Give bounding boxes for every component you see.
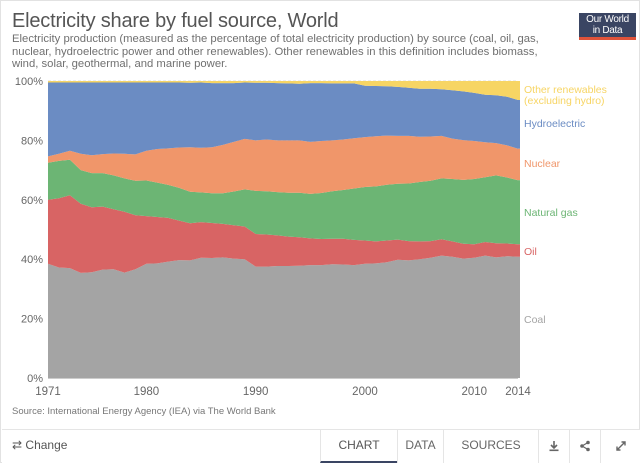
area-other-renewables-excluding-hydro bbox=[48, 81, 518, 100]
area-coal bbox=[48, 255, 518, 378]
legend-label: Oil bbox=[524, 246, 537, 258]
y-tick-label: 80% bbox=[21, 135, 43, 147]
area-hydroelectric bbox=[48, 82, 518, 157]
legend-strip bbox=[518, 100, 520, 149]
source-note[interactable]: Source: International Energy Agency (IEA… bbox=[12, 406, 276, 417]
legend-label: Natural gas bbox=[524, 207, 578, 219]
chart-title: Electricity share by fuel source, World bbox=[12, 10, 339, 32]
legend-label: Hydroelectric bbox=[524, 118, 585, 130]
x-tick-label: 2014 bbox=[505, 386, 531, 398]
tab-chart[interactable]: CHART bbox=[320, 430, 397, 463]
x-tick-label: 1971 bbox=[35, 386, 61, 398]
swap-arrows-icon: ⇄ bbox=[12, 438, 23, 452]
legend-label: Coal bbox=[524, 314, 546, 326]
logo-line-2: in Data bbox=[592, 25, 623, 36]
change-label: Change bbox=[25, 438, 68, 452]
y-tick-label: 60% bbox=[21, 195, 43, 207]
legend-label: Nuclear bbox=[524, 158, 561, 170]
fullscreen-button[interactable] bbox=[600, 430, 640, 463]
legend-strip bbox=[518, 256, 520, 378]
change-entity-button[interactable]: ⇄ Change bbox=[12, 438, 67, 452]
x-tick-label: 2000 bbox=[352, 386, 378, 398]
chart-subtitle: Electricity production (measured as the … bbox=[12, 33, 539, 71]
legend-label: (excluding hydro) bbox=[524, 95, 605, 107]
owid-logo[interactable]: Our World in Data bbox=[579, 13, 636, 40]
x-tick-label: 1990 bbox=[243, 386, 269, 398]
x-tick-label: 2010 bbox=[461, 386, 487, 398]
logo-line-1: Our World bbox=[586, 14, 629, 25]
legend-strip bbox=[518, 180, 520, 245]
chart-footer: ⇄ Change CHART DATA SOURCES bbox=[2, 429, 640, 463]
area-nuclear bbox=[48, 135, 518, 194]
legend-label: Other renewables bbox=[524, 84, 607, 96]
stacked-area-chart: 0% 20% 40% 60% 80% 100% 1971 1980 1990 2000 2010 20… bbox=[15, 76, 607, 398]
download-button[interactable] bbox=[538, 430, 569, 463]
x-tick-label: 1980 bbox=[134, 386, 160, 398]
tab-data[interactable]: DATA bbox=[397, 430, 443, 463]
legend-strip bbox=[518, 244, 520, 257]
legend-strip bbox=[518, 81, 520, 101]
area-oil bbox=[48, 195, 518, 273]
y-tick-label: 0% bbox=[27, 373, 43, 385]
y-tick-label: 40% bbox=[21, 254, 43, 266]
legend-strip bbox=[518, 148, 520, 181]
share-button[interactable] bbox=[569, 430, 600, 463]
y-tick-label: 100% bbox=[15, 76, 43, 88]
share-icon bbox=[580, 440, 590, 452]
expand-icon bbox=[615, 441, 626, 451]
tab-sources[interactable]: SOURCES bbox=[443, 430, 538, 463]
y-tick-label: 20% bbox=[21, 314, 43, 326]
download-icon bbox=[549, 440, 559, 451]
area-natural-gas bbox=[48, 159, 518, 245]
